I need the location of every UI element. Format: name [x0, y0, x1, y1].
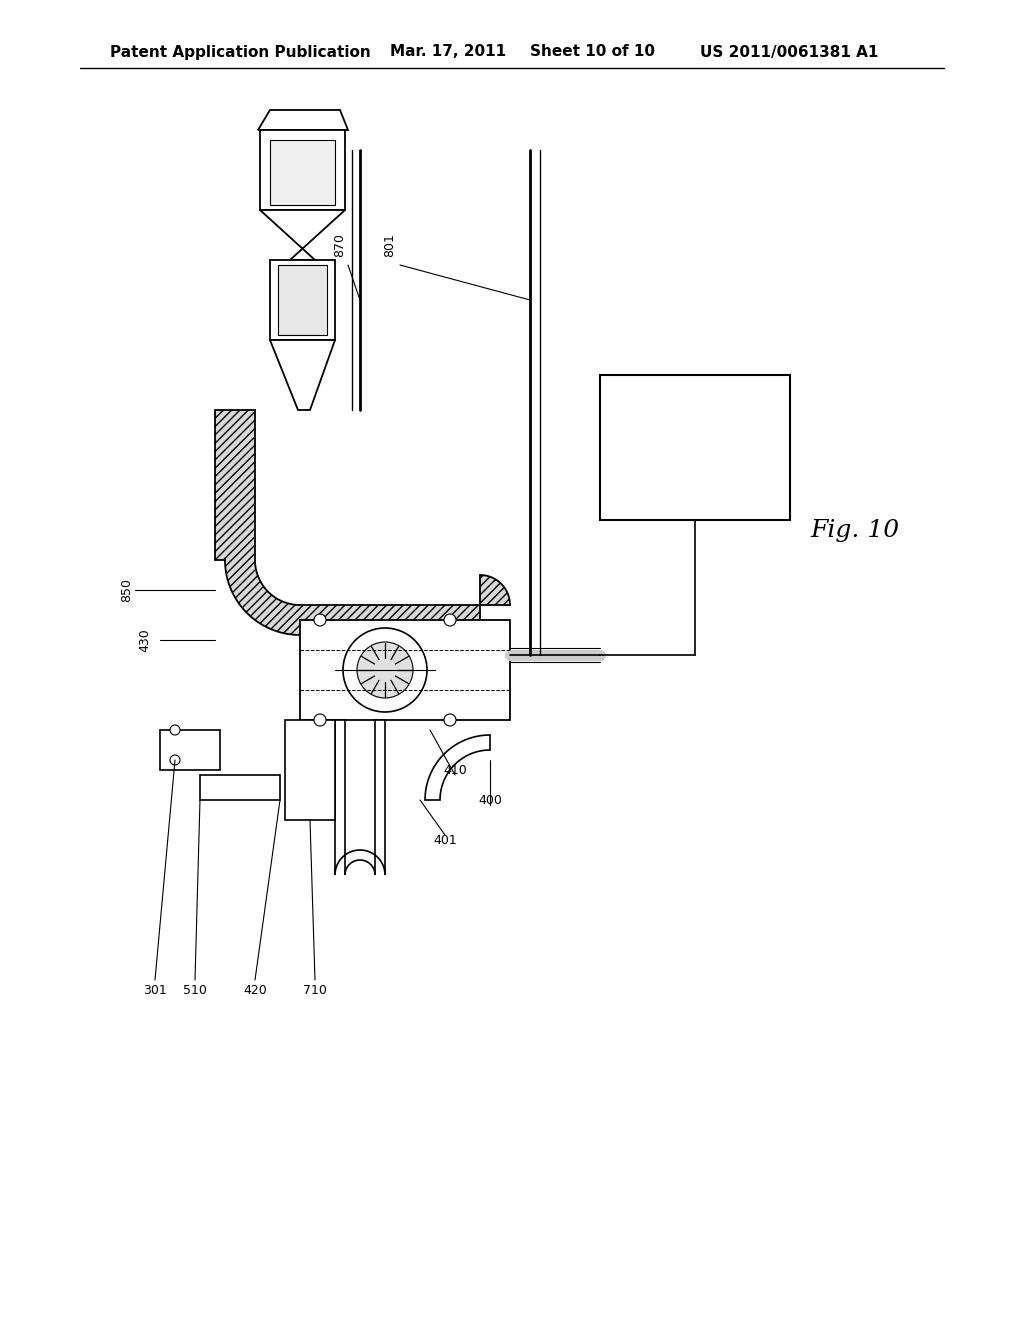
- Text: Sheet 10 of 10: Sheet 10 of 10: [530, 45, 655, 59]
- Circle shape: [343, 628, 427, 711]
- Bar: [200, 775, 280, 800]
- Bar: [285, 719, 335, 820]
- Circle shape: [444, 614, 456, 626]
- Text: Fig. 10: Fig. 10: [810, 519, 899, 541]
- Bar: [600, 375, 790, 520]
- Text: 301: 301: [143, 983, 167, 997]
- Circle shape: [444, 714, 456, 726]
- Text: 710: 710: [303, 983, 327, 997]
- Text: 430: 430: [138, 628, 152, 652]
- Text: 510: 510: [183, 983, 207, 997]
- Text: 401: 401: [433, 833, 457, 846]
- Bar: [260, 129, 345, 210]
- Text: 870: 870: [334, 234, 346, 257]
- Text: Patent Application Publication: Patent Application Publication: [110, 45, 371, 59]
- Text: 400: 400: [478, 793, 502, 807]
- Circle shape: [314, 714, 326, 726]
- Circle shape: [170, 755, 180, 766]
- Bar: [278, 265, 327, 335]
- Polygon shape: [425, 735, 490, 800]
- Polygon shape: [300, 620, 510, 719]
- Circle shape: [357, 642, 413, 698]
- Text: 850: 850: [121, 578, 133, 602]
- Polygon shape: [270, 341, 335, 411]
- Text: US 2011/0061381 A1: US 2011/0061381 A1: [700, 45, 879, 59]
- Bar: [270, 260, 335, 341]
- Polygon shape: [260, 210, 345, 260]
- Text: Mar. 17, 2011: Mar. 17, 2011: [390, 45, 506, 59]
- Text: 420: 420: [243, 983, 267, 997]
- Bar: [160, 730, 220, 770]
- Circle shape: [314, 614, 326, 626]
- Circle shape: [170, 725, 180, 735]
- Text: 801: 801: [384, 234, 396, 257]
- Polygon shape: [215, 411, 510, 635]
- Text: 410: 410: [443, 763, 467, 776]
- Polygon shape: [335, 719, 385, 875]
- Polygon shape: [258, 110, 348, 129]
- Bar: [270, 140, 335, 205]
